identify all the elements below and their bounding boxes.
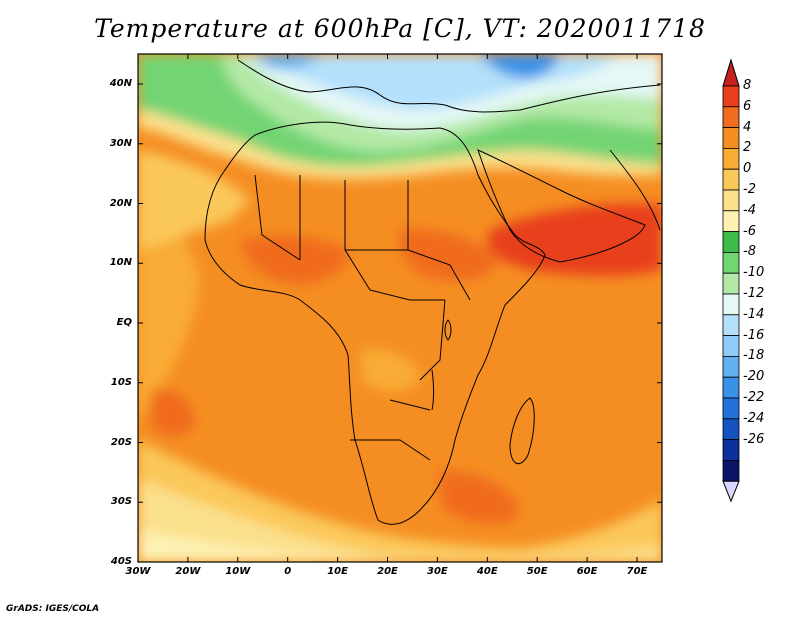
- coastlines: [204, 59, 661, 525]
- colorbar-swatch: [722, 355, 740, 378]
- colorbar-label: 2: [743, 140, 752, 156]
- longitude-label: 30W: [125, 566, 151, 577]
- colorbar-swatch: [722, 189, 740, 212]
- longitude-label: 40E: [476, 566, 498, 577]
- colorbar-label: -16: [743, 327, 765, 343]
- colorbar-top-arrow: [722, 58, 740, 87]
- colorbar-label: 8: [743, 78, 752, 93]
- africa-coastline: [204, 121, 546, 525]
- longitude-label: 20W: [175, 566, 201, 577]
- colorbar-swatch: [722, 439, 740, 461]
- longitude-label: 10W: [225, 566, 251, 577]
- credit-text: GrADS: IGES/COLA: [6, 604, 100, 614]
- colorbar-swatch: [722, 106, 740, 129]
- colorbar-label: -8: [743, 244, 756, 260]
- longitude-label: 0: [284, 566, 292, 577]
- colorbar-swatch: [722, 272, 740, 295]
- colorbar-label: -24: [743, 410, 765, 426]
- europe-coastline: [237, 59, 661, 113]
- colorbar-label: -2: [743, 182, 756, 197]
- latitude-label: 10S: [110, 376, 132, 388]
- colorbar-swatch: [722, 210, 740, 233]
- madagascar-coastline: [509, 397, 535, 465]
- latitude-label: 30N: [109, 137, 132, 149]
- latitude-label: 40S: [110, 556, 132, 567]
- longitude-label: 60E: [576, 566, 598, 577]
- colorbar-label: 4: [743, 119, 752, 135]
- latitude-label: 40N: [109, 78, 132, 89]
- colorbar-swatch: [722, 251, 740, 274]
- colorbar-swatch: [722, 127, 740, 149]
- latitude-label: 10N: [109, 257, 132, 269]
- colorbar-label: -18: [743, 348, 765, 364]
- colorbar-swatch: [722, 231, 740, 253]
- colorbar-swatch: [722, 314, 740, 336]
- colorbar-bottom-arrow: [722, 480, 740, 503]
- colorbar: [722, 58, 740, 503]
- temperature-field: [138, 54, 662, 562]
- latitude-label: 30S: [110, 496, 132, 508]
- longitude-label: 20E: [377, 566, 398, 577]
- latitude-label: EQ: [116, 317, 132, 328]
- colorbar-label: -14: [743, 306, 765, 322]
- asia-coastline: [609, 149, 661, 231]
- colorbar-swatch: [722, 147, 740, 170]
- colorbar-label: 6: [743, 98, 752, 114]
- colorbar-swatch: [722, 418, 740, 440]
- colorbar-label: 0: [743, 161, 752, 177]
- colorbar-label: -12: [743, 286, 765, 301]
- colorbar-label: -4: [743, 202, 756, 218]
- latitude-label: 20N: [109, 197, 132, 209]
- colorbar-label: -10: [743, 265, 765, 281]
- colorbar-swatch: [722, 335, 740, 357]
- map-title: Temperature at 600hPa [C], VT: 202001171…: [94, 14, 706, 43]
- axis-ticks: [137, 54, 662, 563]
- longitude-label: 10E: [327, 566, 348, 577]
- longitude-label: 30E: [427, 566, 448, 577]
- longitude-label: 50E: [526, 566, 548, 577]
- latitude-label: 20S: [110, 436, 132, 448]
- colorbar-swatch: [722, 293, 740, 316]
- colorbar-swatch: [722, 376, 740, 399]
- colorbar-swatch: [722, 85, 740, 108]
- colorbar-swatch: [722, 168, 740, 191]
- arabia-coastline: [477, 149, 646, 263]
- colorbar-swatch: [722, 459, 740, 482]
- plot-frame: [137, 53, 663, 563]
- colorbar-label: -26: [743, 431, 765, 447]
- colorbar-label: -20: [743, 369, 765, 385]
- colorbar-label: -22: [743, 390, 765, 405]
- longitude-label: 70E: [626, 566, 648, 577]
- colorbar-label: -6: [743, 223, 756, 239]
- colorbar-swatch: [722, 397, 740, 420]
